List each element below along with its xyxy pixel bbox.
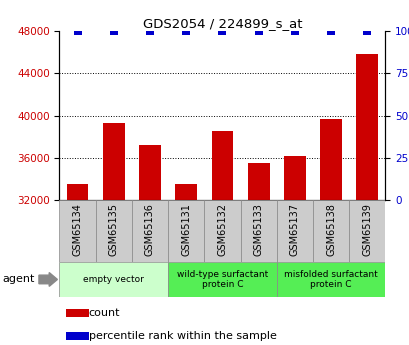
Point	[182, 28, 189, 34]
Bar	[95, 200, 132, 262]
Bar	[319, 119, 341, 200]
Point	[74, 28, 81, 34]
Bar	[168, 200, 204, 262]
Text: GSM65138: GSM65138	[325, 203, 335, 256]
Bar	[276, 262, 384, 297]
Bar	[276, 200, 312, 262]
Text: empty vector: empty vector	[83, 275, 144, 284]
Point	[363, 28, 370, 34]
Bar	[168, 262, 276, 297]
Point	[327, 28, 334, 34]
Text: GSM65134: GSM65134	[72, 203, 82, 256]
Bar	[59, 262, 168, 297]
Point	[146, 28, 153, 34]
Point	[255, 28, 261, 34]
Text: GSM65139: GSM65139	[362, 203, 371, 256]
Text: GSM65136: GSM65136	[145, 203, 155, 256]
Text: GSM65135: GSM65135	[108, 203, 119, 256]
Bar	[66, 309, 89, 317]
Bar	[132, 200, 168, 262]
Bar	[348, 200, 384, 262]
Bar	[283, 156, 305, 200]
Bar	[59, 200, 95, 262]
Bar	[355, 54, 377, 200]
Bar	[312, 200, 348, 262]
Point	[218, 28, 225, 34]
Text: count: count	[89, 308, 120, 318]
Point	[110, 28, 117, 34]
Title: GDS2054 / 224899_s_at: GDS2054 / 224899_s_at	[142, 17, 301, 30]
Point	[291, 28, 297, 34]
Text: percentile rank within the sample: percentile rank within the sample	[89, 331, 276, 341]
Text: GSM65132: GSM65132	[217, 203, 227, 256]
Text: GSM65133: GSM65133	[253, 203, 263, 256]
Text: GSM65137: GSM65137	[289, 203, 299, 256]
Bar	[247, 163, 269, 200]
Text: agent: agent	[2, 275, 35, 284]
Bar	[240, 200, 276, 262]
Text: GSM65131: GSM65131	[181, 203, 191, 256]
Bar	[204, 200, 240, 262]
Bar	[139, 145, 160, 200]
Bar	[67, 184, 88, 200]
Bar	[175, 184, 197, 200]
Text: wild-type surfactant
protein C: wild-type surfactant protein C	[176, 270, 267, 289]
Bar	[66, 332, 89, 340]
Bar	[103, 123, 124, 200]
Bar	[211, 131, 233, 200]
Text: misfolded surfactant
protein C: misfolded surfactant protein C	[283, 270, 377, 289]
